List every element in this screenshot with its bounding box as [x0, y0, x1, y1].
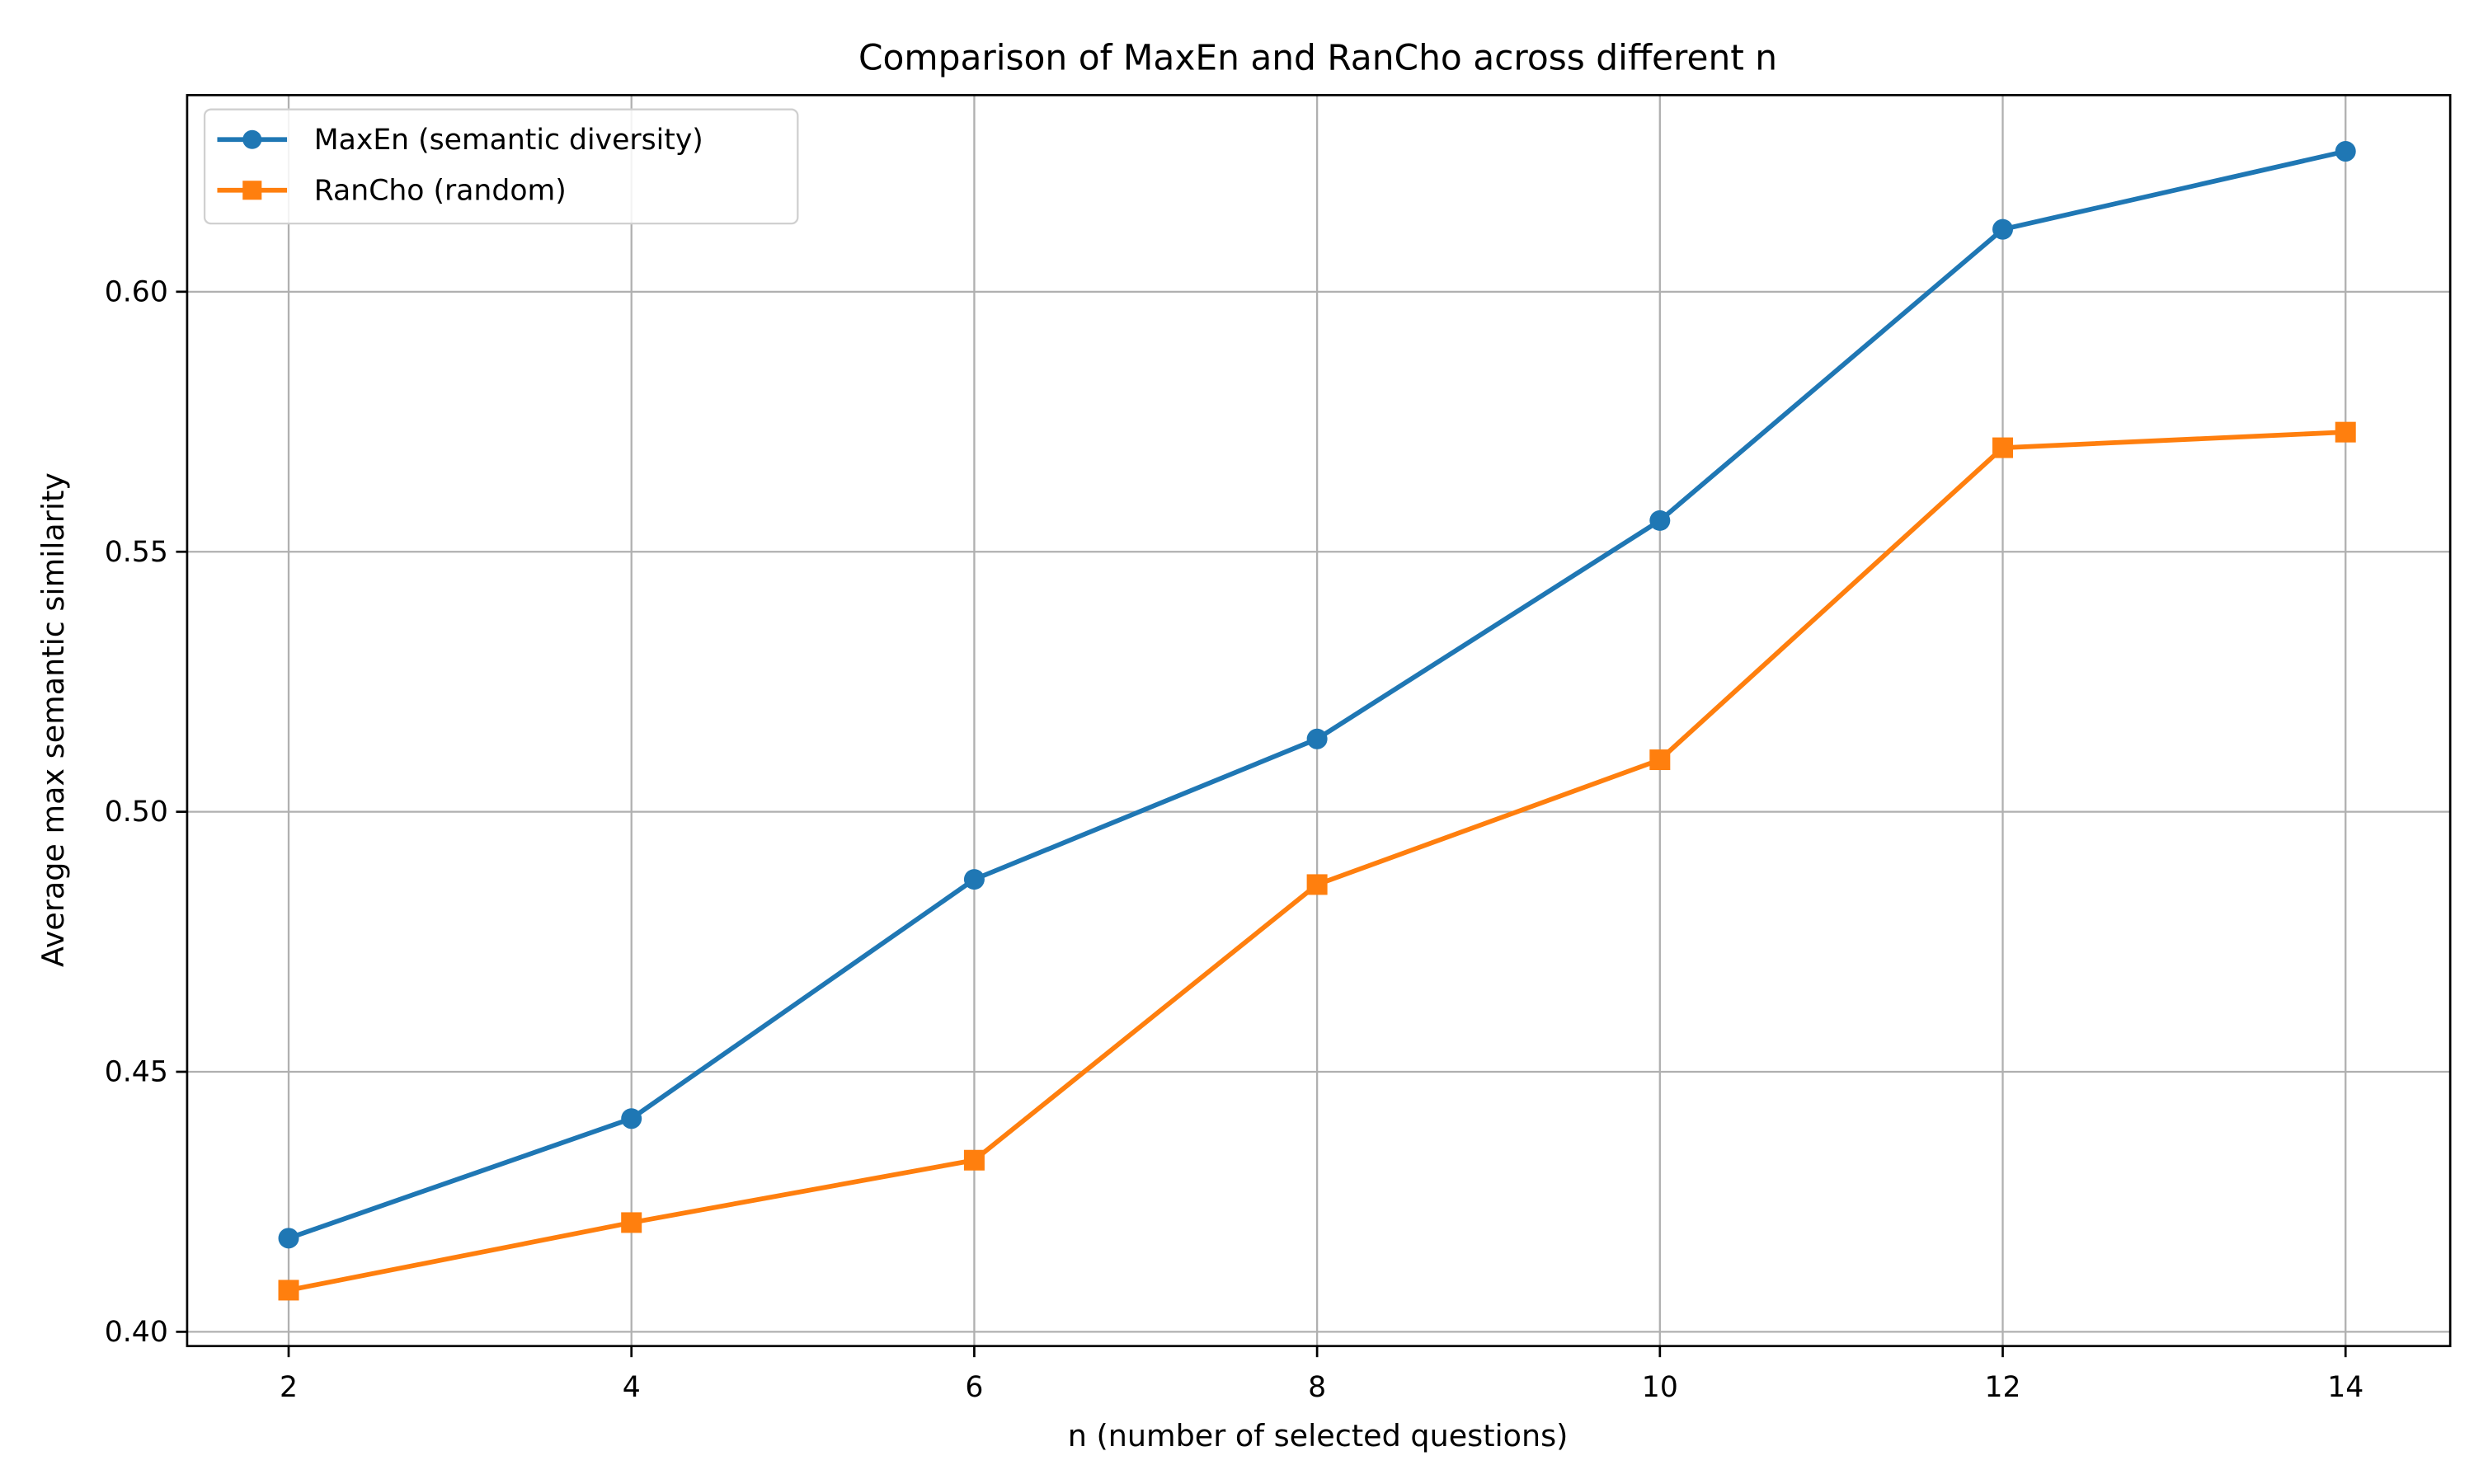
circle-marker-icon: [1649, 510, 1671, 531]
x-tick-label: 12: [1985, 1371, 2021, 1404]
y-tick-label: 0.50: [105, 796, 168, 829]
series-rancho: [278, 421, 2356, 1301]
legend: MaxEn (semantic diversity) RanCho (rando…: [203, 108, 799, 225]
y-axis-label: Average max semantic similarity: [35, 472, 71, 967]
circle-marker-icon: [621, 1108, 642, 1129]
plot-frame: [186, 94, 2452, 1348]
square-marker-icon: [963, 1149, 985, 1171]
square-marker-icon: [1992, 437, 2014, 458]
chart-title: Comparison of MaxEn and RanCho across di…: [858, 38, 1777, 78]
x-tick-label: 8: [1308, 1371, 1326, 1404]
circle-marker-icon: [2335, 141, 2356, 162]
y-tick-label: 0.55: [105, 536, 168, 569]
circle-marker-icon: [1306, 728, 1328, 749]
circle-marker-icon: [242, 129, 262, 149]
legend-item-rancho: RanCho (random): [217, 174, 567, 207]
x-tick-label: 14: [2327, 1371, 2363, 1404]
y-tick-label: 0.40: [105, 1316, 168, 1349]
series-maxen: [278, 141, 2356, 1249]
square-marker-icon: [621, 1212, 642, 1233]
legend-label-rancho: RanCho (random): [314, 174, 567, 207]
legend-box: [203, 108, 799, 225]
x-axis-ticks: 2 4 6 8 10 12 14: [280, 1345, 2363, 1404]
circle-marker-icon: [278, 1228, 299, 1249]
series-layer: [278, 141, 2356, 1301]
y-tick-label: 0.60: [105, 275, 168, 308]
y-tick-label: 0.45: [105, 1056, 168, 1089]
square-marker-icon: [1649, 749, 1671, 771]
y-axis-ticks: 0.40 0.45 0.50 0.55 0.60: [105, 275, 187, 1349]
square-marker-icon: [242, 181, 262, 200]
square-marker-icon: [278, 1280, 299, 1301]
x-tick-label: 6: [965, 1371, 983, 1404]
legend-label-maxen: MaxEn (semantic diversity): [314, 124, 703, 157]
legend-item-maxen: MaxEn (semantic diversity): [217, 124, 703, 157]
x-tick-label: 10: [1642, 1371, 1678, 1404]
x-tick-label: 4: [623, 1371, 641, 1404]
circle-marker-icon: [1992, 218, 2014, 240]
x-tick-label: 2: [280, 1371, 298, 1404]
circle-marker-icon: [963, 869, 985, 890]
square-marker-icon: [2335, 421, 2356, 443]
square-marker-icon: [1306, 874, 1328, 895]
x-axis-label: n (number of selected questions): [1068, 1418, 1569, 1453]
gridlines: [186, 95, 2451, 1346]
